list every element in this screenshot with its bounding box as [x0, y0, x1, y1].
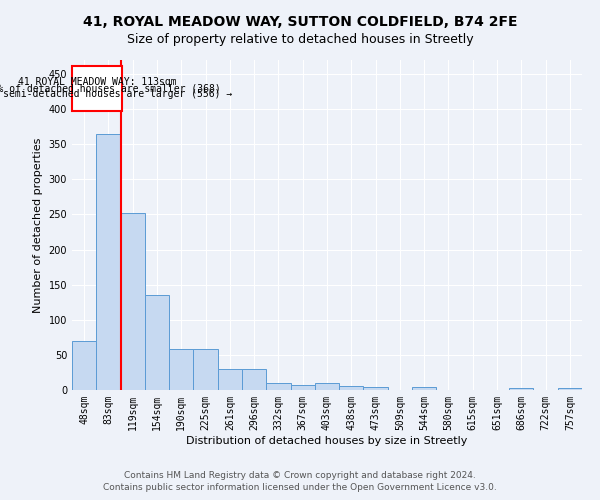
Text: ← 39% of detached houses are smaller (368): ← 39% of detached houses are smaller (36…	[0, 83, 220, 93]
Text: Contains HM Land Registry data © Crown copyright and database right 2024.
Contai: Contains HM Land Registry data © Crown c…	[103, 471, 497, 492]
Bar	[169, 348, 193, 390]
Bar	[242, 369, 266, 390]
Bar	[121, 213, 145, 390]
Bar	[290, 385, 315, 390]
FancyBboxPatch shape	[72, 66, 122, 110]
X-axis label: Distribution of detached houses by size in Streetly: Distribution of detached houses by size …	[187, 436, 467, 446]
Text: 59% of semi-detached houses are larger (556) →: 59% of semi-detached houses are larger (…	[0, 90, 232, 100]
Bar	[412, 387, 436, 390]
Bar	[339, 386, 364, 390]
Bar	[509, 388, 533, 390]
Text: 41, ROYAL MEADOW WAY, SUTTON COLDFIELD, B74 2FE: 41, ROYAL MEADOW WAY, SUTTON COLDFIELD, …	[83, 15, 517, 29]
Bar	[193, 348, 218, 390]
Bar	[145, 295, 169, 390]
Bar	[266, 383, 290, 390]
Bar	[315, 383, 339, 390]
Bar	[364, 387, 388, 390]
Text: 41 ROYAL MEADOW WAY: 113sqm: 41 ROYAL MEADOW WAY: 113sqm	[17, 77, 176, 87]
Y-axis label: Number of detached properties: Number of detached properties	[33, 138, 43, 312]
Bar	[558, 388, 582, 390]
Text: Size of property relative to detached houses in Streetly: Size of property relative to detached ho…	[127, 32, 473, 46]
Bar	[72, 341, 96, 390]
Bar	[96, 134, 121, 390]
Bar	[218, 369, 242, 390]
